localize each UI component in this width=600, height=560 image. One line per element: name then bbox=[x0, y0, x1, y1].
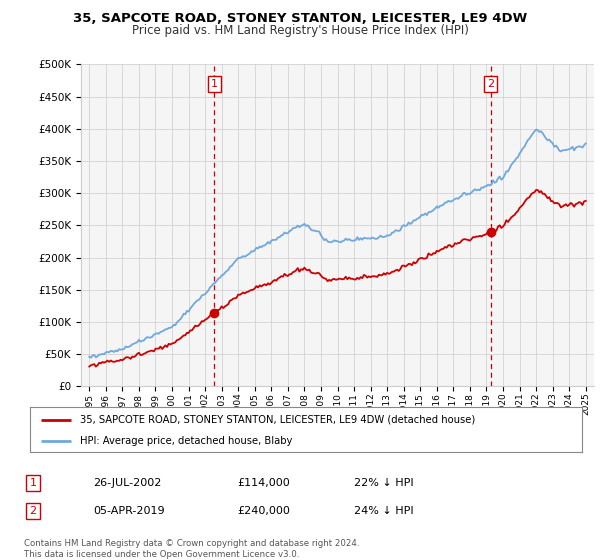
Text: 2: 2 bbox=[29, 506, 37, 516]
Text: 05-APR-2019: 05-APR-2019 bbox=[93, 506, 164, 516]
Text: £114,000: £114,000 bbox=[237, 478, 290, 488]
Text: £240,000: £240,000 bbox=[237, 506, 290, 516]
Text: 24% ↓ HPI: 24% ↓ HPI bbox=[354, 506, 413, 516]
Text: HPI: Average price, detached house, Blaby: HPI: Average price, detached house, Blab… bbox=[80, 436, 292, 446]
Text: 2: 2 bbox=[487, 79, 494, 89]
Text: 35, SAPCOTE ROAD, STONEY STANTON, LEICESTER, LE9 4DW: 35, SAPCOTE ROAD, STONEY STANTON, LEICES… bbox=[73, 12, 527, 25]
Text: 22% ↓ HPI: 22% ↓ HPI bbox=[354, 478, 413, 488]
Text: 1: 1 bbox=[211, 79, 218, 89]
Text: Contains HM Land Registry data © Crown copyright and database right 2024.
This d: Contains HM Land Registry data © Crown c… bbox=[24, 539, 359, 559]
Text: 1: 1 bbox=[29, 478, 37, 488]
Text: 26-JUL-2002: 26-JUL-2002 bbox=[93, 478, 161, 488]
Text: Price paid vs. HM Land Registry's House Price Index (HPI): Price paid vs. HM Land Registry's House … bbox=[131, 24, 469, 36]
Text: 35, SAPCOTE ROAD, STONEY STANTON, LEICESTER, LE9 4DW (detached house): 35, SAPCOTE ROAD, STONEY STANTON, LEICES… bbox=[80, 414, 475, 424]
